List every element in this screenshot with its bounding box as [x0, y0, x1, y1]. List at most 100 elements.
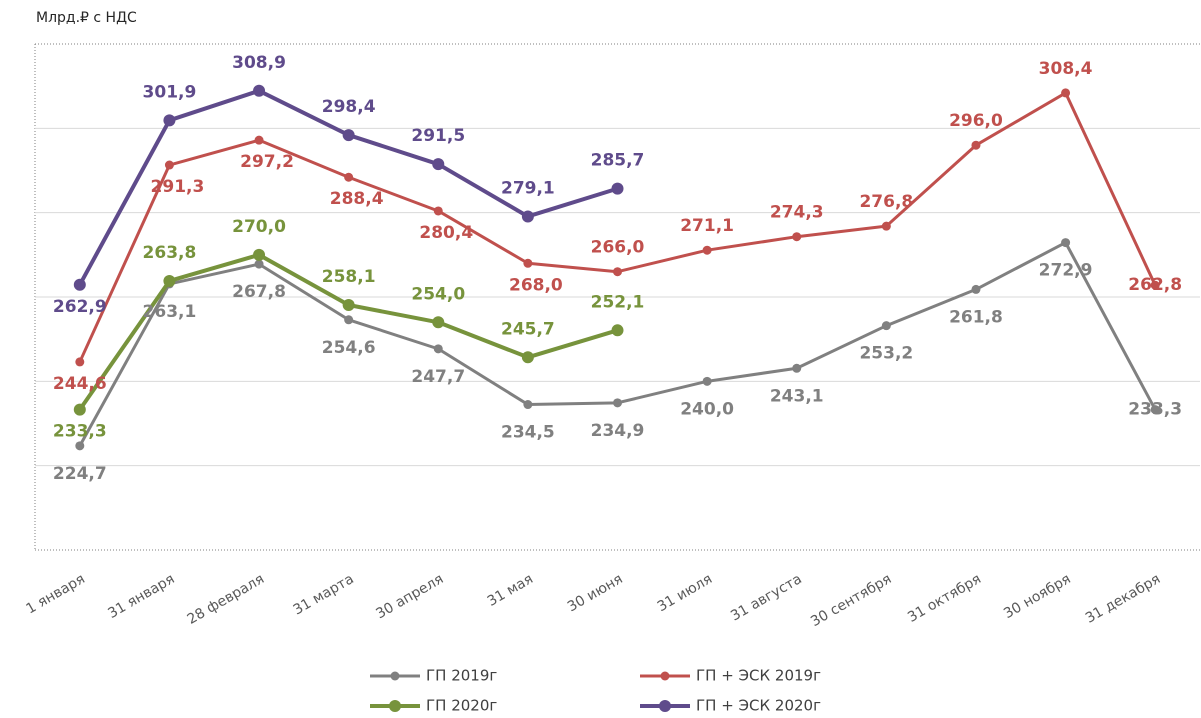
- x-tick-label: 30 июня: [565, 571, 626, 615]
- data-label: 263,8: [143, 243, 197, 263]
- data-label: 234,9: [591, 421, 645, 441]
- data-point: [611, 324, 624, 337]
- data-point: [433, 206, 443, 216]
- data-point: [1150, 280, 1160, 290]
- data-label: 247,7: [411, 367, 465, 387]
- data-point: [342, 129, 355, 142]
- legend-label: ГП 2020г: [426, 697, 497, 715]
- data-label: 271,1: [680, 216, 734, 236]
- data-point: [702, 376, 712, 386]
- data-label: 262,8: [1128, 275, 1182, 295]
- data-point: [73, 403, 86, 416]
- data-label: 224,7: [53, 464, 107, 484]
- x-tick-label: 30 апреля: [373, 571, 446, 622]
- data-label: 272,9: [1039, 261, 1093, 281]
- data-label: 245,7: [501, 319, 555, 339]
- data-point: [433, 344, 443, 354]
- data-label: 254,6: [322, 338, 376, 358]
- legend-marker: [390, 671, 400, 681]
- data-label: 291,3: [151, 177, 205, 197]
- x-tick-label: 31 июля: [655, 571, 715, 615]
- x-tick-label: 1 января: [23, 571, 87, 617]
- data-point: [613, 398, 622, 408]
- data-label: 266,0: [591, 238, 645, 258]
- data-point: [521, 351, 534, 364]
- data-label: 261,8: [949, 307, 1003, 327]
- data-label: 252,1: [591, 292, 645, 312]
- legend-marker: [389, 700, 401, 712]
- data-point: [792, 363, 802, 373]
- data-label: 308,4: [1039, 59, 1093, 79]
- data-label: 276,8: [859, 192, 913, 212]
- data-point: [702, 245, 712, 255]
- data-point: [971, 284, 981, 294]
- data-label: 274,3: [770, 203, 824, 223]
- data-point: [613, 267, 622, 277]
- legend-label: ГП + ЭСК 2019г: [696, 667, 821, 685]
- data-point: [73, 278, 86, 291]
- data-label: 297,2: [240, 152, 294, 172]
- data-label: 268,0: [509, 275, 563, 295]
- x-tick-label: 30 сентября: [808, 571, 894, 630]
- data-point: [1150, 405, 1160, 415]
- x-tick-label: 31 октября: [905, 571, 984, 626]
- x-tick-label: 30 ноября: [1001, 571, 1073, 622]
- legend-label: ГП + ЭСК 2020г: [696, 697, 821, 715]
- data-point: [164, 160, 174, 170]
- data-point: [163, 274, 176, 287]
- data-point: [75, 357, 85, 367]
- data-label: 296,0: [949, 111, 1003, 131]
- data-label: 254,0: [411, 284, 465, 304]
- data-label: 243,1: [770, 386, 824, 406]
- data-point: [521, 210, 534, 223]
- data-label: 288,4: [330, 189, 384, 209]
- data-point: [1061, 88, 1071, 98]
- data-point: [1061, 238, 1071, 248]
- data-label: 270,0: [232, 217, 286, 237]
- legend-label: ГП 2019г: [426, 667, 497, 685]
- data-label: 262,9: [53, 297, 107, 317]
- data-point: [344, 315, 354, 325]
- x-tick-label: 31 мая: [485, 571, 536, 610]
- data-point: [432, 316, 445, 329]
- data-point: [971, 140, 981, 150]
- data-point: [253, 248, 266, 261]
- data-label: 258,1: [322, 267, 376, 287]
- data-point: [254, 259, 264, 269]
- x-tick-label: 28 февраля: [185, 571, 267, 628]
- data-point: [881, 321, 891, 331]
- data-point: [342, 299, 355, 312]
- data-point: [523, 258, 533, 268]
- data-label: 308,9: [232, 53, 286, 73]
- data-label: 233,3: [1128, 400, 1182, 420]
- data-label: 263,1: [143, 302, 197, 322]
- data-point: [881, 221, 891, 231]
- data-point: [163, 114, 176, 127]
- data-label: 233,3: [53, 422, 107, 442]
- legend-marker: [659, 700, 671, 712]
- data-label: 279,1: [501, 178, 555, 198]
- x-tick-label: 31 декабря: [1083, 571, 1163, 627]
- legend-marker: [660, 671, 670, 681]
- y-axis-label: Млрд.₽ с НДС: [36, 10, 137, 26]
- data-point: [253, 84, 266, 97]
- data-label: 280,4: [419, 223, 473, 243]
- data-point: [75, 441, 85, 451]
- x-tick-label: 31 января: [105, 571, 177, 622]
- data-label: 244,6: [53, 374, 107, 394]
- data-point: [432, 158, 445, 171]
- data-point: [254, 135, 264, 145]
- x-tick-label: 31 марта: [291, 571, 357, 618]
- data-point: [611, 182, 624, 195]
- data-label: 285,7: [591, 151, 645, 171]
- data-label: 291,5: [411, 126, 465, 146]
- data-label: 301,9: [143, 82, 197, 102]
- data-label: 234,5: [501, 423, 555, 443]
- data-label: 240,0: [680, 399, 734, 419]
- x-tick-label: 31 августа: [728, 571, 805, 624]
- data-point: [523, 400, 533, 410]
- data-label: 267,8: [232, 282, 286, 302]
- data-label: 253,2: [859, 344, 913, 364]
- data-point: [344, 172, 354, 182]
